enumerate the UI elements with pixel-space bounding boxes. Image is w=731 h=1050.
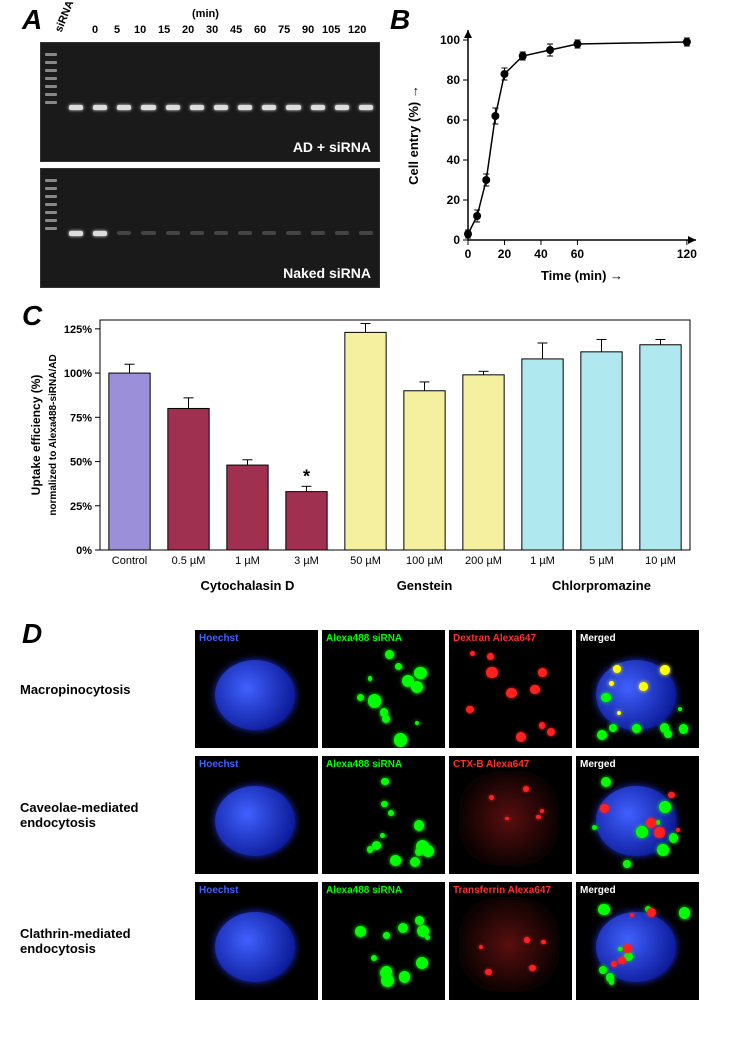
- svg-text:Chlorpromazine: Chlorpromazine: [552, 578, 651, 593]
- svg-text:3 µM: 3 µM: [294, 555, 319, 567]
- cell-label: Merged: [580, 759, 616, 770]
- row-label: Clathrin-mediated endocytosis: [20, 926, 195, 956]
- col-15: 15: [158, 24, 170, 36]
- microscopy-cell: Alexa488 siRNA: [322, 630, 445, 748]
- row-label: Caveolae-mediated endocytosis: [20, 800, 195, 830]
- svg-text:5 µM: 5 µM: [589, 555, 614, 567]
- svg-text:25%: 25%: [70, 501, 92, 513]
- microscopy-cell: Hoechst: [195, 756, 318, 874]
- cell-label: Merged: [580, 633, 616, 644]
- svg-text:Control: Control: [112, 555, 147, 567]
- svg-text:0: 0: [465, 247, 472, 261]
- svg-text:*: *: [303, 466, 310, 486]
- microscopy-row: Clathrin-mediated endocytosis Hoechst Alex…: [20, 882, 710, 1000]
- microscopy-cell: Merged: [576, 756, 699, 874]
- svg-text:125%: 125%: [64, 324, 92, 336]
- col-5: 5: [114, 24, 120, 36]
- panel-a: (min) siRNA 0 5 10 15 20 30 45 60 75 90 …: [20, 10, 380, 288]
- svg-text:10 µM: 10 µM: [645, 555, 676, 567]
- gel2-label: Naked siRNA: [283, 265, 371, 281]
- svg-text:80: 80: [447, 73, 461, 87]
- cell-label: Alexa488 siRNA: [326, 633, 402, 644]
- microscopy-cell: CTX-B Alexa647: [449, 756, 572, 874]
- cell-label: Hoechst: [199, 633, 238, 644]
- svg-text:1 µM: 1 µM: [235, 555, 260, 567]
- cell-label: Hoechst: [199, 759, 238, 770]
- panel-d: Macropinocytosis Hoechst Alexa488 siRNA Dex…: [20, 630, 710, 1030]
- svg-text:50 µM: 50 µM: [350, 555, 381, 567]
- svg-text:20: 20: [498, 247, 512, 261]
- svg-text:40: 40: [447, 153, 461, 167]
- cell-label: Merged: [580, 885, 616, 896]
- svg-text:Cell entry (%) →: Cell entry (%) →: [406, 85, 421, 185]
- row-label: Macropinocytosis: [20, 682, 195, 697]
- gel-naked-sirna: Naked siRNA: [40, 168, 380, 288]
- col-45: 45: [230, 24, 242, 36]
- panel-c: 0% 25% 50% 75% 100% 125% Uptake efficiency (%)…: [20, 310, 710, 610]
- microscopy-cell: Transferrin Alexa647: [449, 882, 572, 1000]
- svg-text:40: 40: [534, 247, 548, 261]
- svg-text:200 µM: 200 µM: [465, 555, 502, 567]
- microscopy-cell: Alexa488 siRNA: [322, 756, 445, 874]
- col-75: 75: [278, 24, 290, 36]
- gel-ad-sirna: AD + siRNA: [40, 42, 380, 162]
- cell-label: Alexa488 siRNA: [326, 885, 402, 896]
- svg-text:100 µM: 100 µM: [406, 555, 443, 567]
- col-20: 20: [182, 24, 194, 36]
- svg-text:60: 60: [447, 113, 461, 127]
- chart-b-svg: 0 20 40 60 120 0 20 40 60 80 100 Time (min) → Cell e…: [400, 10, 710, 290]
- cell-label: Dextran Alexa647: [453, 633, 536, 644]
- svg-text:1 µM: 1 µM: [530, 555, 555, 567]
- microscopy-cell: Hoechst: [195, 882, 318, 1000]
- panel-b: 0 20 40 60 120 0 20 40 60 80 100 Time (min) → Cell e…: [400, 10, 710, 290]
- microscopy-row: Caveolae-mediated endocytosis Hoechst Alex…: [20, 756, 710, 874]
- svg-text:50%: 50%: [70, 457, 92, 469]
- col-30: 30: [206, 24, 218, 36]
- svg-text:20: 20: [447, 193, 461, 207]
- svg-text:120: 120: [677, 247, 697, 261]
- svg-text:Cytochalasin D: Cytochalasin D: [201, 578, 295, 593]
- svg-text:Time (min) →: Time (min) →: [541, 268, 623, 283]
- chart-c-svg: 0% 25% 50% 75% 100% 125% Uptake efficiency (%)…: [20, 310, 710, 610]
- cell-label: CTX-B Alexa647: [453, 759, 529, 770]
- microscopy-cell: Merged: [576, 630, 699, 748]
- svg-text:Genstein: Genstein: [397, 578, 453, 593]
- svg-text:60: 60: [571, 247, 585, 261]
- col-60: 60: [254, 24, 266, 36]
- svg-text:100: 100: [440, 33, 460, 47]
- cell-label: Alexa488 siRNA: [326, 759, 402, 770]
- time-unit: (min): [192, 8, 219, 20]
- col-120: 120: [348, 24, 366, 36]
- microscopy-cell: Merged: [576, 882, 699, 1000]
- svg-text:0.5 µM: 0.5 µM: [172, 555, 206, 567]
- col-0: 0: [92, 24, 98, 36]
- svg-text:100%: 100%: [64, 368, 92, 380]
- gel1-label: AD + siRNA: [293, 139, 371, 155]
- svg-text:normalized to Alexa488-siRNA/A: normalized to Alexa488-siRNA/AD: [48, 354, 59, 515]
- svg-text:0: 0: [453, 233, 460, 247]
- col-105: 105: [322, 24, 340, 36]
- svg-text:0%: 0%: [76, 545, 92, 557]
- microscopy-cell: Alexa488 siRNA: [322, 882, 445, 1000]
- cell-label: Hoechst: [199, 885, 238, 896]
- col-sirna: siRNA: [53, 0, 76, 34]
- col-10: 10: [134, 24, 146, 36]
- cell-label: Transferrin Alexa647: [453, 885, 551, 896]
- microscopy-cell: Hoechst: [195, 630, 318, 748]
- svg-text:Uptake efficiency (%): Uptake efficiency (%): [29, 375, 43, 496]
- svg-text:75%: 75%: [70, 412, 92, 424]
- microscopy-cell: Dextran Alexa647: [449, 630, 572, 748]
- col-90: 90: [302, 24, 314, 36]
- microscopy-row: Macropinocytosis Hoechst Alexa488 siRNA Dex…: [20, 630, 710, 748]
